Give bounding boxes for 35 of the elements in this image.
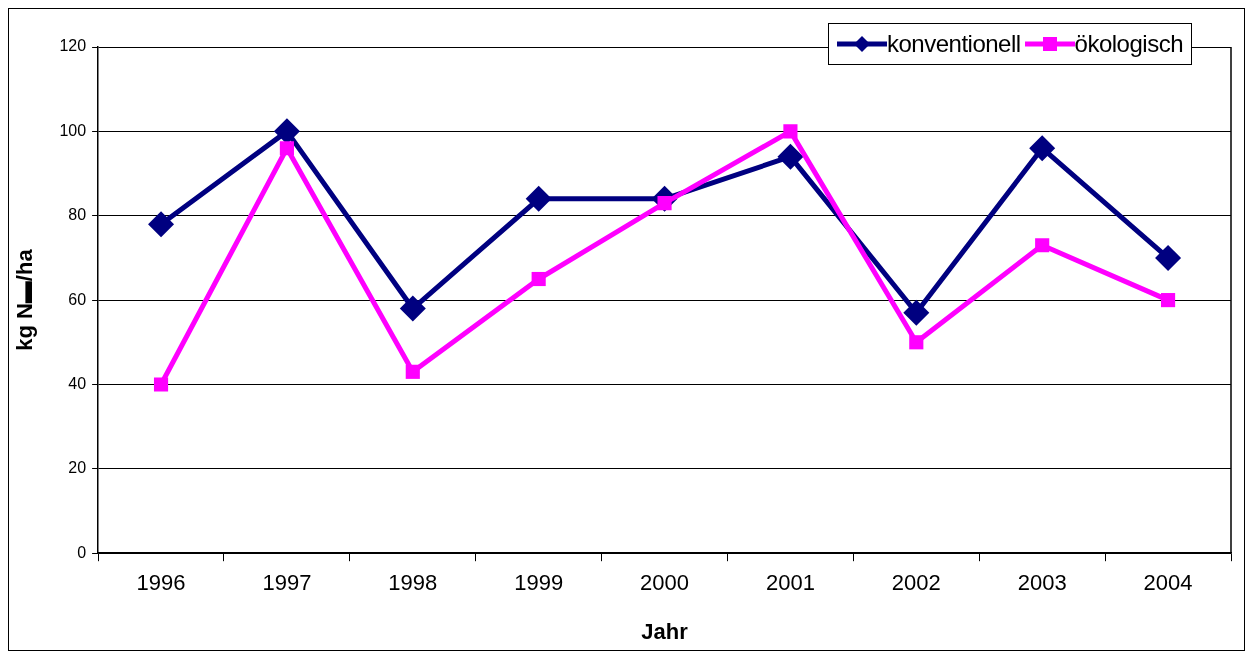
point <box>1160 293 1176 308</box>
y-tick-label: 120 <box>59 37 87 55</box>
point <box>399 295 426 322</box>
x-tick-label: 1997 <box>262 570 312 596</box>
point <box>1029 135 1056 162</box>
x-tick-label: 2000 <box>640 570 690 596</box>
y-tick-label: 80 <box>68 206 87 224</box>
point <box>153 377 169 392</box>
point <box>279 141 294 156</box>
x-tick-label: 1996 <box>136 570 186 596</box>
y-tick-label: 40 <box>68 374 87 392</box>
x-tick-label: 1999 <box>514 570 564 596</box>
legend-label: ökologisch <box>1074 30 1183 58</box>
point <box>405 364 420 379</box>
x-tick-label: 2001 <box>765 570 815 596</box>
point <box>909 335 924 350</box>
point <box>1035 238 1050 253</box>
y-tick-label: 20 <box>68 459 87 477</box>
point <box>777 143 804 170</box>
x-tick-label: 2003 <box>1017 570 1067 596</box>
point <box>531 271 546 287</box>
x-tick-label: 1998 <box>388 570 438 596</box>
x-tick-label: 2004 <box>1143 570 1193 596</box>
point <box>783 124 798 139</box>
point <box>148 211 175 238</box>
x-axis-title: Jahr <box>641 618 689 644</box>
y-tick-label: 0 <box>77 543 87 561</box>
y-axis-title: kg N▬/ha <box>12 248 38 351</box>
x-tick-label: 2002 <box>891 570 941 596</box>
y-tick-label: 100 <box>59 121 87 139</box>
legend-label: konventionell <box>886 30 1021 58</box>
point <box>903 299 930 326</box>
point <box>525 185 552 212</box>
point <box>1155 244 1182 271</box>
y-tick-label: 60 <box>68 290 87 308</box>
